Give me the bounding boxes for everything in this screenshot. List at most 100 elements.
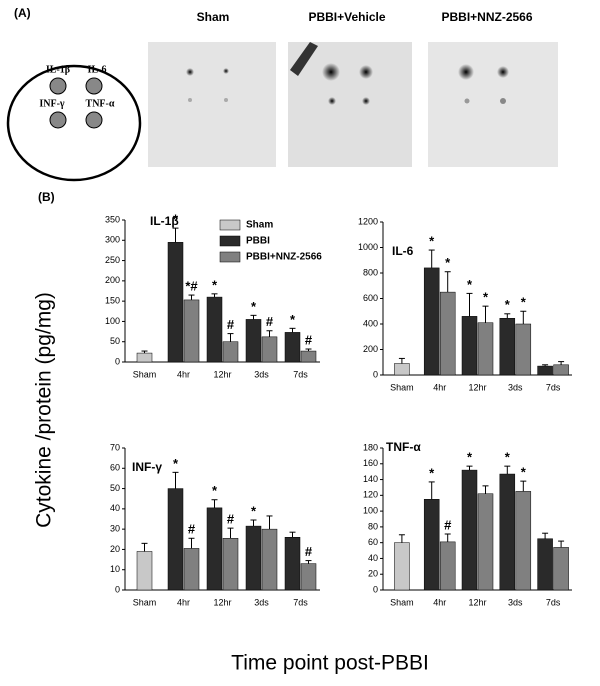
- y-tick-label: 1200: [358, 216, 378, 226]
- x-tick-label: 4hr: [433, 597, 446, 607]
- bar: [261, 336, 278, 363]
- significance-mark: *: [505, 297, 511, 312]
- bar: [300, 563, 317, 591]
- panel-label: (A): [14, 6, 31, 20]
- x-tick-label: Sham: [390, 597, 414, 607]
- y-tick-label: 800: [363, 267, 378, 277]
- x-axis-label: Time point post-PBBI: [231, 652, 429, 675]
- x-tick-label: 7ds: [546, 382, 561, 392]
- bar: [167, 488, 184, 591]
- x-tick-label: 4hr: [433, 382, 446, 392]
- y-tick-label: 400: [363, 318, 378, 328]
- y-tick-label: 200: [105, 275, 120, 285]
- significance-mark: *: [467, 450, 473, 465]
- y-tick-label: 160: [363, 458, 378, 468]
- y-tick-label: 250: [105, 255, 120, 265]
- significance-mark: *: [521, 295, 527, 310]
- column-label: PBBI+Vehicle: [308, 10, 385, 24]
- bar: [423, 499, 440, 591]
- bar: [222, 341, 239, 363]
- bar: [515, 323, 532, 376]
- x-tick-label: 3ds: [508, 597, 523, 607]
- bar: [284, 537, 301, 591]
- y-tick-label: 180: [363, 442, 378, 452]
- significance-mark: #: [227, 512, 235, 527]
- bar: [136, 551, 153, 591]
- x-tick-label: 12hr: [213, 597, 231, 607]
- bar: [394, 363, 410, 376]
- significance-mark: #: [305, 332, 313, 347]
- legend-label: Sham: [246, 220, 273, 231]
- significance-mark: #: [444, 517, 452, 532]
- bar: [300, 350, 317, 363]
- bar: [553, 547, 569, 591]
- bar: [245, 319, 262, 363]
- panel-label: (B): [38, 190, 55, 204]
- spot-label: IL-6: [88, 64, 107, 75]
- bar: [222, 538, 239, 591]
- bar: [477, 322, 494, 376]
- y-tick-label: 300: [105, 235, 120, 245]
- blot-images: [148, 42, 558, 167]
- x-tick-label: 7ds: [546, 597, 561, 607]
- bar: [136, 352, 153, 363]
- y-tick-label: 40: [110, 503, 120, 513]
- y-tick-label: 100: [363, 505, 378, 515]
- bar: [553, 364, 569, 376]
- legend-swatch: [219, 235, 241, 247]
- array-spots: [49, 77, 103, 129]
- bar: [423, 267, 440, 376]
- bar: [183, 548, 200, 591]
- x-tick-label: 12hr: [213, 369, 231, 379]
- bar: [461, 469, 478, 591]
- bar: [439, 541, 456, 591]
- legend-swatch: [219, 219, 241, 231]
- significance-mark: #: [188, 522, 196, 537]
- y-tick-label: 100: [105, 316, 120, 326]
- spot-label: IL-1β: [46, 64, 70, 75]
- significance-mark: *: [505, 450, 511, 465]
- bar: [206, 507, 223, 591]
- y-tick-label: 350: [105, 214, 120, 224]
- significance-mark: #: [227, 317, 235, 332]
- y-tick-label: 200: [363, 344, 378, 354]
- x-tick-label: 4hr: [177, 369, 190, 379]
- spot-label: TNF-α: [86, 98, 115, 109]
- chart-title: INF-γ: [132, 460, 162, 474]
- bar: [183, 299, 200, 363]
- significance-mark: *: [521, 465, 527, 480]
- y-tick-label: 80: [368, 521, 378, 531]
- y-tick-label: 20: [368, 569, 378, 579]
- x-tick-label: 7ds: [293, 369, 308, 379]
- y-tick-label: 50: [110, 336, 120, 346]
- x-tick-label: 4hr: [177, 597, 190, 607]
- significance-mark: *: [429, 465, 435, 480]
- x-tick-label: 3ds: [508, 382, 523, 392]
- bar: [499, 473, 516, 591]
- significance-mark: *: [251, 299, 257, 314]
- column-label: PBBI+NNZ-2566: [441, 10, 532, 24]
- y-axis-label: Cytokine /protein (pg/mg): [33, 292, 56, 528]
- array-diagram: [6, 64, 142, 182]
- bar: [499, 318, 516, 376]
- significance-mark: *: [445, 255, 451, 270]
- bar: [461, 316, 478, 376]
- y-tick-label: 0: [373, 584, 378, 594]
- significance-mark: *: [173, 212, 179, 227]
- y-tick-label: 140: [363, 474, 378, 484]
- spot-label: INF-γ: [39, 98, 65, 109]
- y-tick-label: 120: [363, 490, 378, 500]
- significance-mark: *: [251, 503, 257, 518]
- bar: [537, 365, 553, 376]
- y-tick-label: 50: [110, 483, 120, 493]
- y-tick-label: 0: [373, 369, 378, 379]
- y-tick-label: 20: [110, 544, 120, 554]
- y-tick-label: 60: [110, 463, 120, 473]
- y-tick-label: 30: [110, 524, 120, 534]
- bar: [245, 525, 262, 591]
- significance-mark: *: [429, 233, 435, 248]
- bar: [206, 296, 223, 363]
- bar: [167, 242, 184, 363]
- bar: [261, 528, 278, 591]
